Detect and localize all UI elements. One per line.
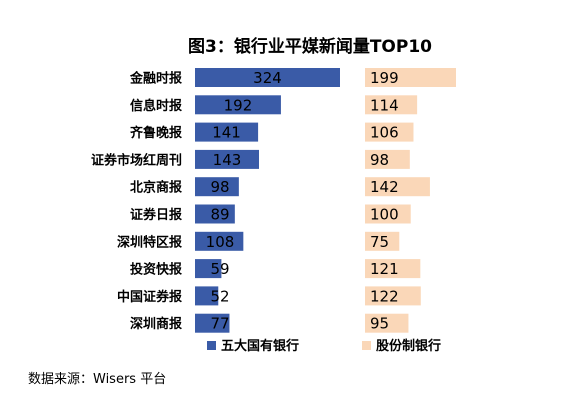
state-banks-value-label: 192	[224, 96, 253, 114]
joint-stock-banks-bar	[365, 177, 430, 197]
legend: 五大国有银行 股份制银行	[207, 338, 441, 354]
state-banks-value-label: 52	[210, 287, 229, 305]
state-banks-bar	[195, 259, 222, 279]
category-label: 齐鲁晚报	[130, 125, 183, 141]
joint-stock-banks-value-label: 199	[370, 69, 399, 87]
category-label: 深圳商报	[130, 316, 183, 332]
joint-stock-banks-value-label: 75	[370, 233, 389, 251]
category-label: 北京商报	[130, 180, 183, 196]
joint-stock-banks-value-label: 122	[370, 287, 399, 305]
joint-stock-banks-value-label: 114	[370, 96, 399, 114]
state-banks-bar	[195, 231, 244, 251]
joint-stock-banks-bar	[365, 149, 410, 169]
state-banks-bar	[195, 177, 239, 197]
state-banks-bar	[195, 313, 230, 333]
state-banks-bar	[195, 122, 259, 142]
legend-label-state-banks: 五大国有银行	[221, 338, 299, 354]
category-labels: 金融时报信息时报齐鲁晚报证券市场红周刊北京商报证券日报深圳特区报投资快报中国证券…	[91, 71, 183, 333]
category-label: 深圳特区报	[117, 234, 183, 250]
source-note: 数据来源：Wisers 平台	[28, 372, 166, 387]
category-label: 中国证券报	[117, 289, 183, 305]
joint-stock-banks-value-label: 142	[370, 178, 399, 196]
joint-stock-banks-value-label: 100	[370, 206, 399, 224]
state-banks-value-label: 143	[213, 151, 242, 169]
joint-stock-banks-bar	[365, 313, 409, 333]
series-joint-stock-banks-labels: 199 114 106 98 142 100 75 121 122 95	[370, 69, 399, 333]
joint-stock-banks-bar	[365, 231, 400, 251]
state-banks-bar	[195, 95, 281, 115]
state-banks-value-label: 108	[206, 233, 235, 251]
category-label: 证券市场红周刊	[91, 152, 182, 168]
legend-swatch-state-banks	[207, 341, 216, 350]
state-banks-value-label: 77	[210, 315, 229, 333]
category-label: 金融时报	[129, 71, 183, 87]
joint-stock-banks-value-label: 106	[370, 124, 399, 142]
state-banks-value-label: 59	[210, 260, 229, 278]
state-banks-bar	[195, 68, 340, 87]
joint-stock-banks-bar	[365, 95, 418, 115]
state-banks-value-label: 324	[253, 69, 282, 87]
state-banks-bar	[195, 149, 259, 169]
state-banks-bar	[195, 204, 235, 224]
category-label: 投资快报	[130, 262, 183, 278]
joint-stock-banks-bar	[365, 122, 414, 142]
joint-stock-banks-bar	[365, 204, 411, 224]
joint-stock-banks-bar	[365, 68, 456, 87]
category-label: 证券日报	[130, 207, 183, 223]
joint-stock-banks-bar	[365, 259, 421, 279]
state-banks-value-label: 89	[210, 206, 229, 224]
series-state-banks-bars	[195, 68, 340, 333]
joint-stock-banks-value-label: 95	[370, 315, 389, 333]
category-label: 信息时报	[130, 98, 183, 114]
legend-label-joint-stock-banks: 股份制银行	[376, 338, 441, 354]
state-banks-value-label: 141	[212, 124, 241, 142]
state-banks-bar	[195, 286, 219, 306]
joint-stock-banks-bar	[365, 286, 421, 306]
series-joint-stock-banks-bars	[365, 68, 456, 333]
chart-title: 图3：银行业平媒新闻量TOP10	[188, 36, 432, 57]
legend-swatch-joint-stock-banks	[362, 341, 371, 350]
joint-stock-banks-value-label: 98	[370, 151, 389, 169]
joint-stock-banks-value-label: 121	[370, 260, 399, 278]
state-banks-value-label: 98	[210, 178, 229, 196]
